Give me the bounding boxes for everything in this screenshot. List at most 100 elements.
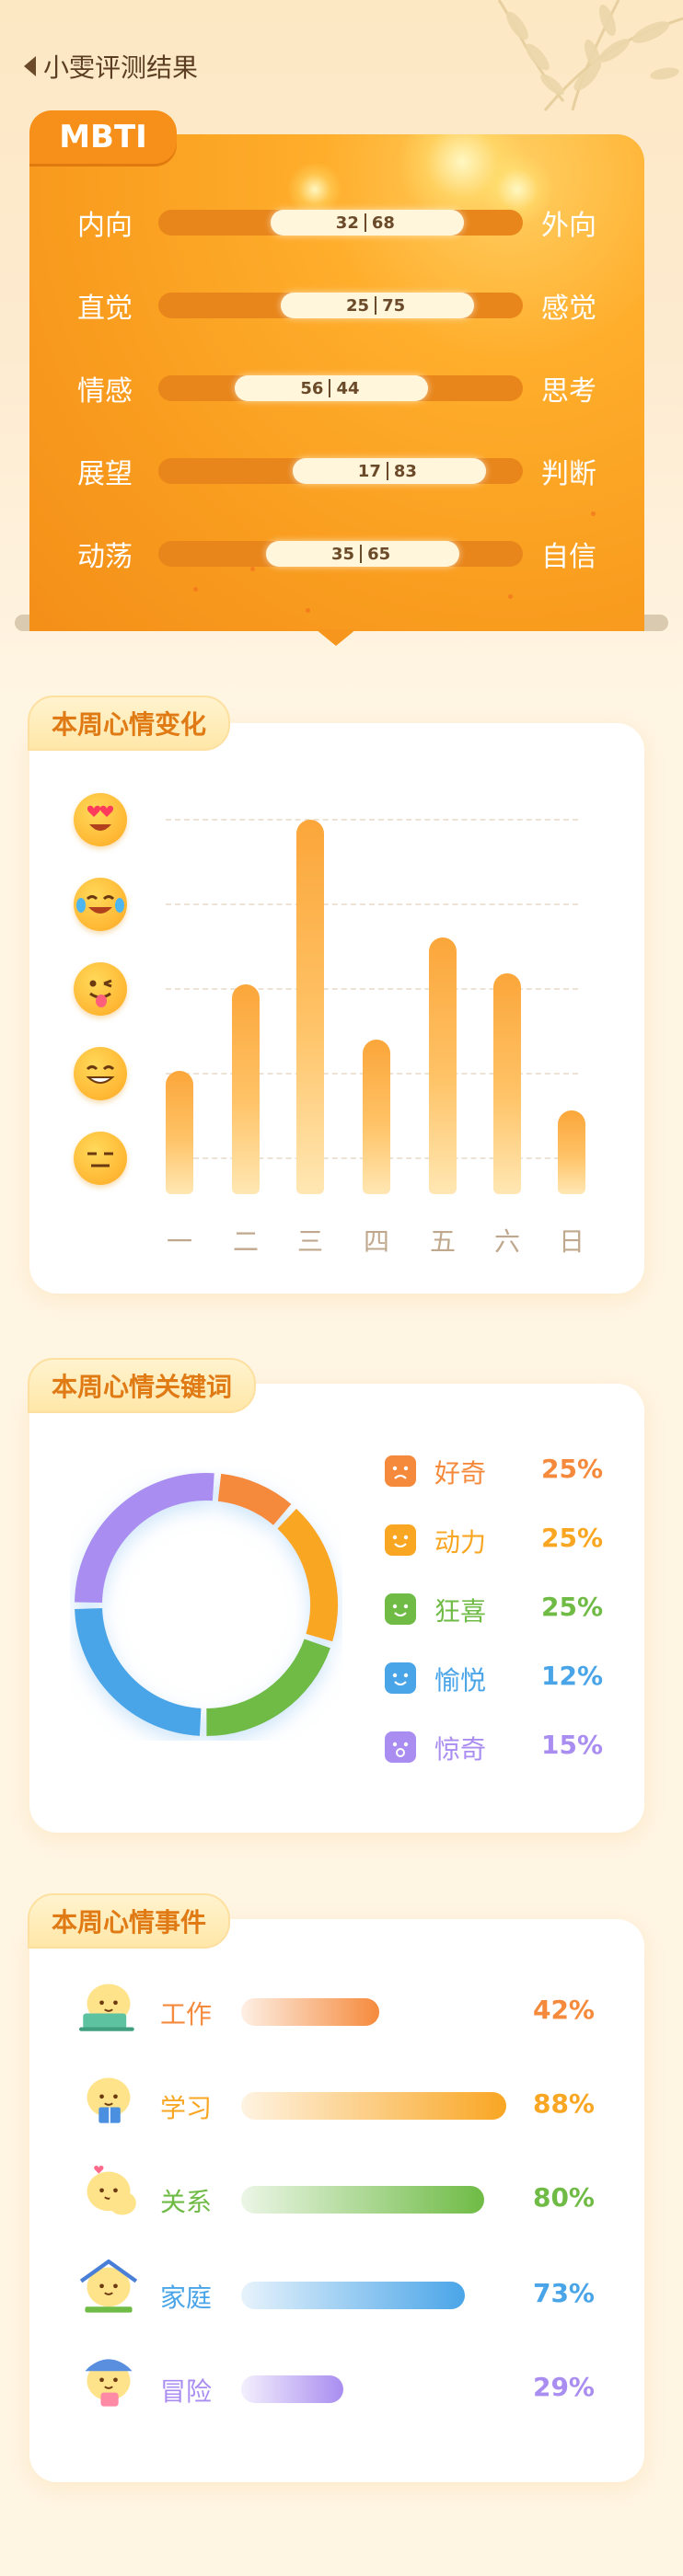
mbti-fill <box>266 541 459 567</box>
mbti-values: 25 75 <box>346 293 405 318</box>
mbti-left-trait: 内向 <box>77 210 133 242</box>
mbti-right-trait: 感觉 <box>541 293 596 325</box>
mbti-value-divider <box>375 296 377 315</box>
mbti-right-trait: 判断 <box>541 458 596 490</box>
page-title: 小雯评测结果 <box>43 52 199 83</box>
decor-dot <box>250 567 255 571</box>
mbti-values: 56 44 <box>300 375 359 401</box>
tongue-wink-emoji-icon <box>74 962 127 1016</box>
events-title: 本周心情事件 <box>28 1893 231 1949</box>
mood-bar <box>493 973 521 1194</box>
event-percent: 73% <box>532 2278 595 2308</box>
mood-bar <box>558 1110 585 1194</box>
mbti-value-divider <box>329 379 331 397</box>
mbti-fill <box>235 375 429 401</box>
keyword-label: 狂喜 <box>434 1596 487 1627</box>
mbti-right-value: 75 <box>382 295 406 316</box>
keyword-percent: 12% <box>541 1661 604 1691</box>
day-label: 六 <box>493 1226 520 1257</box>
family-house-icon <box>79 2259 138 2322</box>
chart-gridline <box>166 819 578 821</box>
sparkle-glow <box>287 162 342 217</box>
decor-dot <box>193 587 198 592</box>
donut-slice-3 <box>205 1639 330 1736</box>
keyword-label: 好奇 <box>434 1458 487 1489</box>
mbti-right-value: 44 <box>336 378 360 398</box>
mood-week-card <box>29 723 644 1294</box>
tears-of-joy-emoji-icon <box>74 878 127 931</box>
mbti-fill <box>292 458 486 484</box>
motivated-face-icon <box>385 1524 416 1556</box>
mbti-fill <box>281 293 474 318</box>
mood-bar <box>166 1071 193 1194</box>
mbti-row: 直觉 感觉 25 75 <box>29 276 644 331</box>
mbti-left-trait: 动荡 <box>77 541 133 573</box>
event-bar <box>241 1998 379 2026</box>
mbti-left-value: 35 <box>331 544 355 564</box>
mbti-right-trait: 思考 <box>541 375 596 408</box>
mbti-fill <box>270 210 464 236</box>
day-label: 二 <box>232 1226 259 1257</box>
event-percent: 88% <box>532 2088 595 2119</box>
surprised-face-icon <box>385 1731 416 1763</box>
mbti-track: 35 65 <box>158 541 523 567</box>
mood-bar <box>429 937 457 1194</box>
day-label: 一 <box>166 1226 192 1257</box>
mbti-track: 17 83 <box>158 458 523 484</box>
donut-slice-4 <box>75 1607 202 1736</box>
curious-face-icon <box>385 1455 416 1487</box>
event-bar <box>241 2282 465 2309</box>
event-percent: 42% <box>532 1995 595 2025</box>
mbti-left-trait: 情感 <box>77 375 133 408</box>
event-label: 家庭 <box>160 2283 213 2313</box>
mbti-track: 25 75 <box>158 293 523 318</box>
mbti-left-value: 56 <box>300 378 324 398</box>
keyword-percent: 25% <box>541 1454 604 1484</box>
mbti-row: 动荡 自信 35 65 <box>29 524 644 580</box>
mbti-right-trait: 自信 <box>541 541 596 573</box>
event-bar <box>241 2092 506 2120</box>
decor-dot <box>508 594 513 599</box>
event-label: 工作 <box>160 1999 213 2030</box>
day-label: 五 <box>429 1226 456 1257</box>
mbti-right-value: 65 <box>367 544 391 564</box>
donut-slice-5 <box>75 1473 214 1604</box>
mbti-left-trait: 展望 <box>77 458 133 490</box>
mbti-right-trait: 外向 <box>541 210 596 242</box>
grin-emoji-icon <box>74 1047 127 1100</box>
keywords-title: 本周心情关键词 <box>28 1358 257 1413</box>
event-label: 关系 <box>160 2187 213 2217</box>
chart-gridline <box>166 988 578 990</box>
keyword-label: 惊奇 <box>434 1734 487 1765</box>
event-bar <box>241 2186 484 2214</box>
heart-eyes-emoji-icon <box>74 793 127 846</box>
mbti-values: 32 68 <box>336 210 395 236</box>
mood-bar <box>363 1040 390 1194</box>
expand-pointer-icon[interactable] <box>316 629 356 646</box>
neutral-emoji-icon <box>74 1132 127 1185</box>
mbti-right-value: 68 <box>371 213 395 233</box>
event-label: 学习 <box>160 2093 213 2123</box>
decor-dot <box>306 608 310 613</box>
relationship-heart-icon <box>79 2164 138 2226</box>
mbti-row: 展望 判断 17 83 <box>29 442 644 497</box>
mood-bar <box>232 984 260 1194</box>
pleased-face-icon <box>385 1662 416 1694</box>
mbti-left-value: 25 <box>346 295 370 316</box>
donut-slice-1 <box>217 1473 292 1526</box>
event-bar <box>241 2375 343 2403</box>
mbti-card: 内向 外向 32 68 直觉 感觉 25 75 情感 思考 56 44 展望 判断 17 83 动荡 自信 35 65 <box>29 134 644 631</box>
mbti-values: 35 65 <box>331 541 390 567</box>
mbti-left-trait: 直觉 <box>77 293 133 325</box>
leaves-decoration-icon <box>497 0 683 111</box>
back-arrow-icon[interactable] <box>24 56 36 76</box>
mbti-track: 32 68 <box>158 210 523 236</box>
day-label: 日 <box>558 1226 585 1257</box>
keyword-percent: 25% <box>541 1592 604 1622</box>
page-header: 小雯评测结果 <box>24 48 198 85</box>
mbti-values: 17 83 <box>358 458 417 484</box>
event-percent: 80% <box>532 2182 595 2213</box>
mbti-right-value: 83 <box>393 461 417 481</box>
chart-gridline <box>166 903 578 905</box>
mood-week-title: 本周心情变化 <box>28 696 231 751</box>
